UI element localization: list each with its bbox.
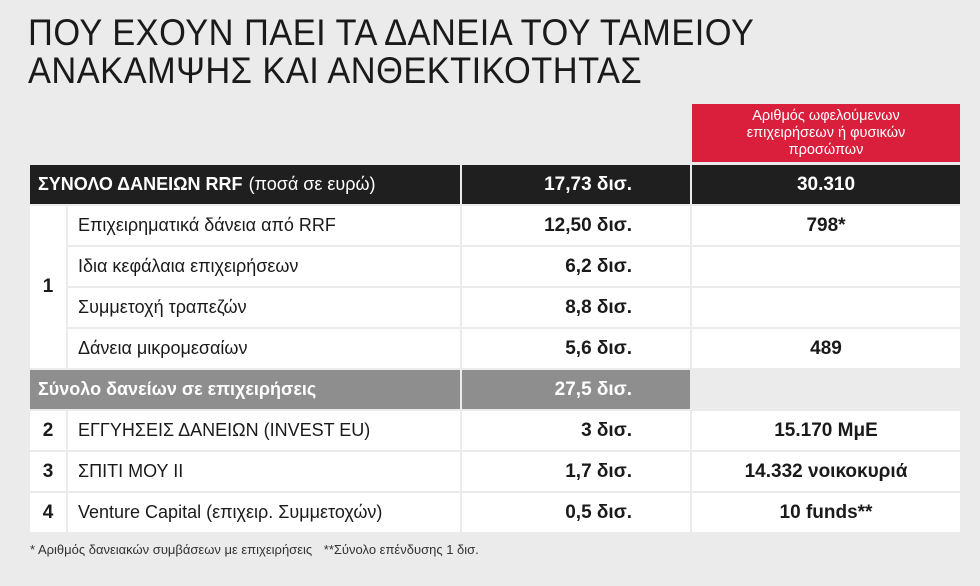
table-row: Συμμετοχή τραπεζών 8,8 δισ. [30, 288, 960, 327]
total-amount: 17,73 δισ. [462, 165, 690, 204]
page-title: ΠΟΥ ΕΧΟΥΝ ΠΑΕΙ ΤΑ ΔΑΝΕΙΑ ΤΟΥ ΤΑΜΕΙΟΥ ΑΝΑ… [28, 14, 893, 90]
group-number-2: 2 [30, 411, 66, 450]
total-beneficiaries: 30.310 [692, 165, 960, 204]
group-number-1: 1 [30, 206, 66, 368]
row-label: Δάνεια μικρομεσαίων [68, 329, 460, 368]
group-number-3: 3 [30, 452, 66, 491]
table-row: Ιδια κεφάλαια επιχειρήσεων 6,2 δισ. [30, 247, 960, 286]
row-amount: 12,50 δισ. [462, 206, 690, 245]
footnote-2: **Σύνολο επένδυσης 1 δισ. [323, 542, 479, 557]
footnote-1: * Αριθμός δανειακών συμβάσεων με επιχειρ… [30, 542, 313, 557]
row-amount: 0,5 δισ. [462, 493, 690, 532]
group-number-4: 4 [30, 493, 66, 532]
row-label: Venture Capital (επιχειρ. Συμμετοχών) [68, 493, 460, 532]
row-amount: 6,2 δισ. [462, 247, 690, 286]
row-beneficiaries [692, 247, 960, 286]
subtotal-amount: 27,5 δισ. [462, 370, 690, 409]
table-row: Επιχειρηματικά δάνεια από RRF 12,50 δισ.… [30, 206, 960, 245]
total-label-note: (ποσά σε ευρώ) [248, 174, 376, 194]
row-beneficiaries: 489 [692, 329, 960, 368]
row-amount: 3 δισ. [462, 411, 690, 450]
row-beneficiaries: 10 funds** [692, 493, 960, 532]
subtotal-beneficiaries [692, 370, 960, 409]
row-beneficiaries: 14.332 νοικοκυριά [692, 452, 960, 491]
total-row: ΣΥΝΟΛΟ ΔΑΝΕΙΩΝ RRF (ποσά σε ευρώ) 17,73 … [30, 165, 960, 204]
table-row: Venture Capital (επιχειρ. Συμμετοχών) 0,… [30, 493, 960, 532]
row-amount: 5,6 δισ. [462, 329, 690, 368]
row-label: ΕΓΓΥΗΣΕΙΣ ΔΑΝΕΙΩΝ (INVEST EU) [68, 411, 460, 450]
row-label: Συμμετοχή τραπεζών [68, 288, 460, 327]
row-beneficiaries: 15.170 ΜμΕ [692, 411, 960, 450]
row-beneficiaries: 798* [692, 206, 960, 245]
title-line-1: ΠΟΥ ΕΧΟΥΝ ΠΑΕΙ ΤΑ ΔΑΝΕΙΑ ΤΟΥ ΤΑΜΕΙΟΥ [28, 12, 755, 53]
subtotal-row: Σύνολο δανείων σε επιχειρήσεις 27,5 δισ. [30, 370, 960, 409]
table-row: Δάνεια μικρομεσαίων 5,6 δισ. 489 [30, 329, 960, 368]
beneficiaries-column-header: Αριθμός ωφελούμενων επιχειρήσεων ή φυσικ… [692, 104, 960, 162]
row-label: Επιχειρηματικά δάνεια από RRF [68, 206, 460, 245]
table-row: ΕΓΓΥΗΣΕΙΣ ΔΑΝΕΙΩΝ (INVEST EU) 3 δισ. 15.… [30, 411, 960, 450]
table-row: ΣΠΙΤΙ ΜΟΥ ΙΙ 1,7 δισ. 14.332 νοικοκυριά [30, 452, 960, 491]
footnotes: * Αριθμός δανειακών συμβάσεων με επιχειρ… [30, 542, 479, 557]
total-label: ΣΥΝΟΛΟ ΔΑΝΕΙΩΝ RRF (ποσά σε ευρώ) [30, 165, 460, 204]
row-amount: 8,8 δισ. [462, 288, 690, 327]
row-beneficiaries [692, 288, 960, 327]
row-amount: 1,7 δισ. [462, 452, 690, 491]
title-line-2: ΑΝΑΚΑΜΨΗΣ ΚΑΙ ΑΝΘΕΚΤΙΚΟΤΗΤΑΣ [28, 50, 643, 91]
total-label-bold: ΣΥΝΟΛΟ ΔΑΝΕΙΩΝ RRF [38, 174, 243, 194]
row-label: Ιδια κεφάλαια επιχειρήσεων [68, 247, 460, 286]
subtotal-label: Σύνολο δανείων σε επιχειρήσεις [30, 370, 460, 409]
row-label: ΣΠΙΤΙ ΜΟΥ ΙΙ [68, 452, 460, 491]
